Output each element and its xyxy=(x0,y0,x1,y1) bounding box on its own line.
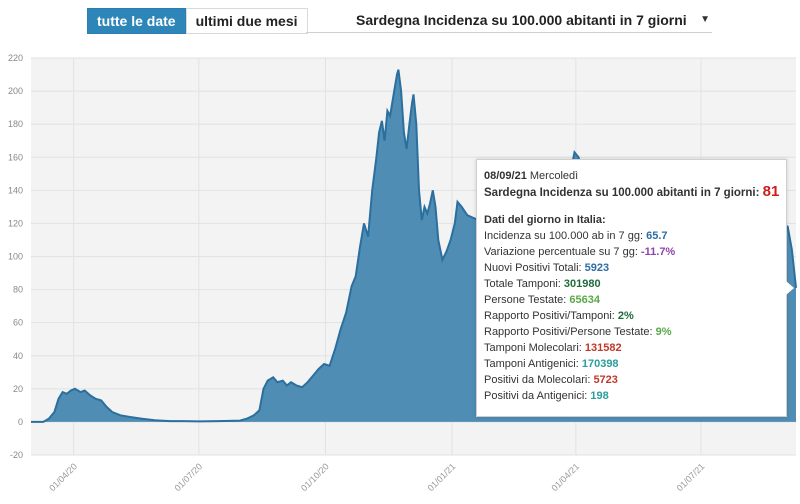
tooltip-row: Tamponi Molecolari: 131582 xyxy=(484,340,779,356)
y-tick-label: 60 xyxy=(13,318,23,328)
y-tick-label: 200 xyxy=(8,86,23,96)
y-tick-label: 100 xyxy=(8,252,23,262)
y-tick-label: 0 xyxy=(18,417,23,427)
y-tick-label: 140 xyxy=(8,185,23,195)
tooltip-row-label: Variazione percentuale su 7 gg: xyxy=(484,246,641,258)
tooltip-row-label: Tamponi Antigenici: xyxy=(484,358,582,370)
tooltip-row: Persone Testate: 65634 xyxy=(484,292,779,308)
y-tick-label: 80 xyxy=(13,285,23,295)
x-tick-label: 01/01/21 xyxy=(426,461,458,493)
tooltip-row-label: Rapporto Positivi/Tamponi: xyxy=(484,310,618,322)
tooltip-row-label: Positivi da Molecolari: xyxy=(484,374,594,386)
y-tick-label: 180 xyxy=(8,119,23,129)
x-tick-label: 01/07/20 xyxy=(172,461,204,493)
all-dates-button[interactable]: tutte le date xyxy=(87,8,186,34)
tooltip-row: Nuovi Positivi Totali: 5923 xyxy=(484,260,779,276)
tooltip-row-value: 65634 xyxy=(569,294,600,306)
date-range-toggle: tutte le date ultimi due mesi xyxy=(87,8,308,34)
tooltip-row: Tamponi Antigenici: 170398 xyxy=(484,356,779,372)
y-axis: -20 0 20 40 60 80 100 120 140 160 180 200 220 xyxy=(8,53,23,460)
tooltip-section-title: Dati del giorno in Italia: xyxy=(484,214,606,226)
tooltip-row: Variazione percentuale su 7 gg: -11.7% xyxy=(484,244,779,260)
tooltip-row-label: Nuovi Positivi Totali: xyxy=(484,262,585,274)
tooltip-pointer xyxy=(786,281,794,295)
tooltip-row-value: 9% xyxy=(655,326,672,338)
metric-select-value: Sardegna Incidenza su 100.000 abitanti i… xyxy=(356,12,687,28)
tooltip-row-value: -11.7% xyxy=(640,246,676,258)
tooltip-row-value: 5723 xyxy=(593,374,618,386)
tooltip-main-label: Sardegna Incidenza su 100.000 abitanti i… xyxy=(484,187,760,199)
tooltip-row-label: Persone Testate: xyxy=(484,294,570,306)
metric-select[interactable]: Sardegna Incidenza su 100.000 abitanti i… xyxy=(306,8,712,33)
tooltip-row: Rapporto Positivi/Tamponi: 2% xyxy=(484,308,779,324)
x-tick-label: 01/04/21 xyxy=(549,461,581,493)
tooltip-row-value: 2% xyxy=(617,310,634,322)
tooltip-row-value: 5923 xyxy=(584,262,610,274)
tooltip-row-label: Incidenza su 100.000 ab in 7 gg: xyxy=(484,230,647,242)
x-tick-label: 01/10/20 xyxy=(299,461,331,493)
x-tick-label: 01/04/20 xyxy=(47,461,79,493)
y-tick-label: 40 xyxy=(13,351,23,361)
tooltip-date: 08/09/21 xyxy=(484,170,527,182)
tooltip-row-label: Rapporto Positivi/Persone Testate: xyxy=(484,326,656,338)
tooltip-row-value: 170398 xyxy=(581,358,619,370)
tooltip-row: Totale Tamponi: 301980 xyxy=(484,276,779,292)
tooltip-row-value: 131582 xyxy=(584,342,622,354)
tooltip-weekday: Mercoledì xyxy=(529,170,579,182)
last-two-months-button[interactable]: ultimi due mesi xyxy=(185,8,308,34)
tooltip-row: Rapporto Positivi/Persone Testate: 9% xyxy=(484,324,779,340)
tooltip-row-value: 301980 xyxy=(563,278,601,290)
tooltip-main-value: 81 xyxy=(762,183,780,200)
y-tick-label: 160 xyxy=(8,152,23,162)
y-tick-label: 120 xyxy=(8,218,23,228)
tooltip-row-label: Tamponi Molecolari: xyxy=(484,342,585,354)
tooltip-row: Incidenza su 100.000 ab in 7 gg: 65.7 xyxy=(484,228,779,244)
tooltip-row-label: Totale Tamponi: xyxy=(484,278,564,290)
tooltip-row-value: 65.7 xyxy=(646,230,668,242)
tooltip-row-value: 198 xyxy=(590,390,609,402)
x-axis: 01/04/20 01/07/20 01/10/20 01/01/21 01/04/21… xyxy=(47,461,706,493)
chevron-down-icon: ▼ xyxy=(700,14,710,25)
y-tick-label: -20 xyxy=(10,450,23,460)
y-tick-label: 220 xyxy=(8,53,23,63)
tooltip-row-label: Positivi da Antigenici: xyxy=(484,390,591,402)
y-tick-label: 20 xyxy=(13,384,23,394)
data-tooltip: 08/09/21 Mercoledì Sardegna Incidenza su… xyxy=(476,159,787,417)
tooltip-row: Positivi da Antigenici: 198 xyxy=(484,388,779,404)
x-tick-label: 01/07/21 xyxy=(675,461,707,493)
tooltip-row: Positivi da Molecolari: 5723 xyxy=(484,372,779,388)
